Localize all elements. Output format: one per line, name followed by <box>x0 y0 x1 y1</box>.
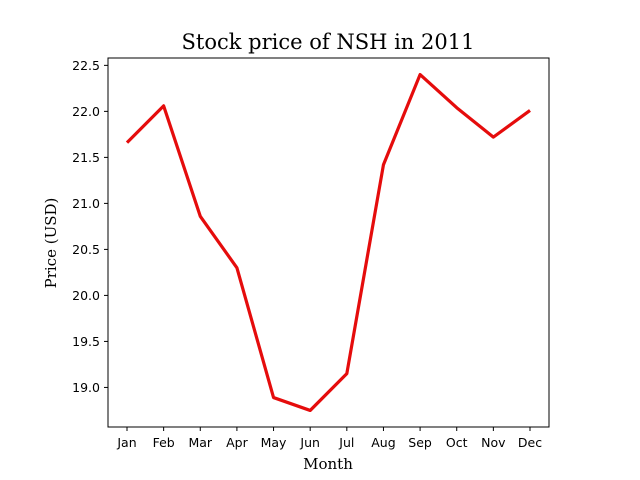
y-tick-label: 22.0 <box>72 104 100 119</box>
series-line <box>125 72 531 413</box>
y-tick-label: 20.5 <box>72 242 100 257</box>
y-tick-label: 21.5 <box>72 150 100 165</box>
x-axis-label: Month <box>303 455 353 473</box>
y-tick-label: 22.5 <box>72 58 100 73</box>
x-tick-label: Feb <box>153 435 175 450</box>
chart-title: Stock price of NSH in 2011 <box>182 30 475 54</box>
x-tick-label: May <box>261 435 287 450</box>
y-tick-label: 19.0 <box>72 380 100 395</box>
y-tick-label: 21.0 <box>72 196 100 211</box>
x-tick-label: Aug <box>371 435 395 450</box>
y-axis: 19.0 19.5 20.0 20.5 21.0 21.5 22.0 22.5 <box>72 58 108 395</box>
plot-area-frame <box>107 57 550 428</box>
x-tick-label: Oct <box>446 435 468 450</box>
x-tick-label: Jun <box>299 435 320 450</box>
x-axis: Jan Feb Mar Apr May Jun Jul Aug Sep Oct Nov Dec <box>116 427 542 450</box>
x-tick-label: Apr <box>226 435 248 450</box>
x-tick-label: Nov <box>481 435 506 450</box>
y-tick-label: 19.5 <box>72 334 100 349</box>
x-tick-label: Dec <box>518 435 542 450</box>
y-axis-label: Price (USD) <box>42 198 60 289</box>
x-tick-label: Jul <box>338 435 354 450</box>
y-tick-label: 20.0 <box>72 288 100 303</box>
x-tick-label: Mar <box>188 435 212 450</box>
x-tick-label: Sep <box>408 435 432 450</box>
x-tick-label: Jan <box>116 435 136 450</box>
